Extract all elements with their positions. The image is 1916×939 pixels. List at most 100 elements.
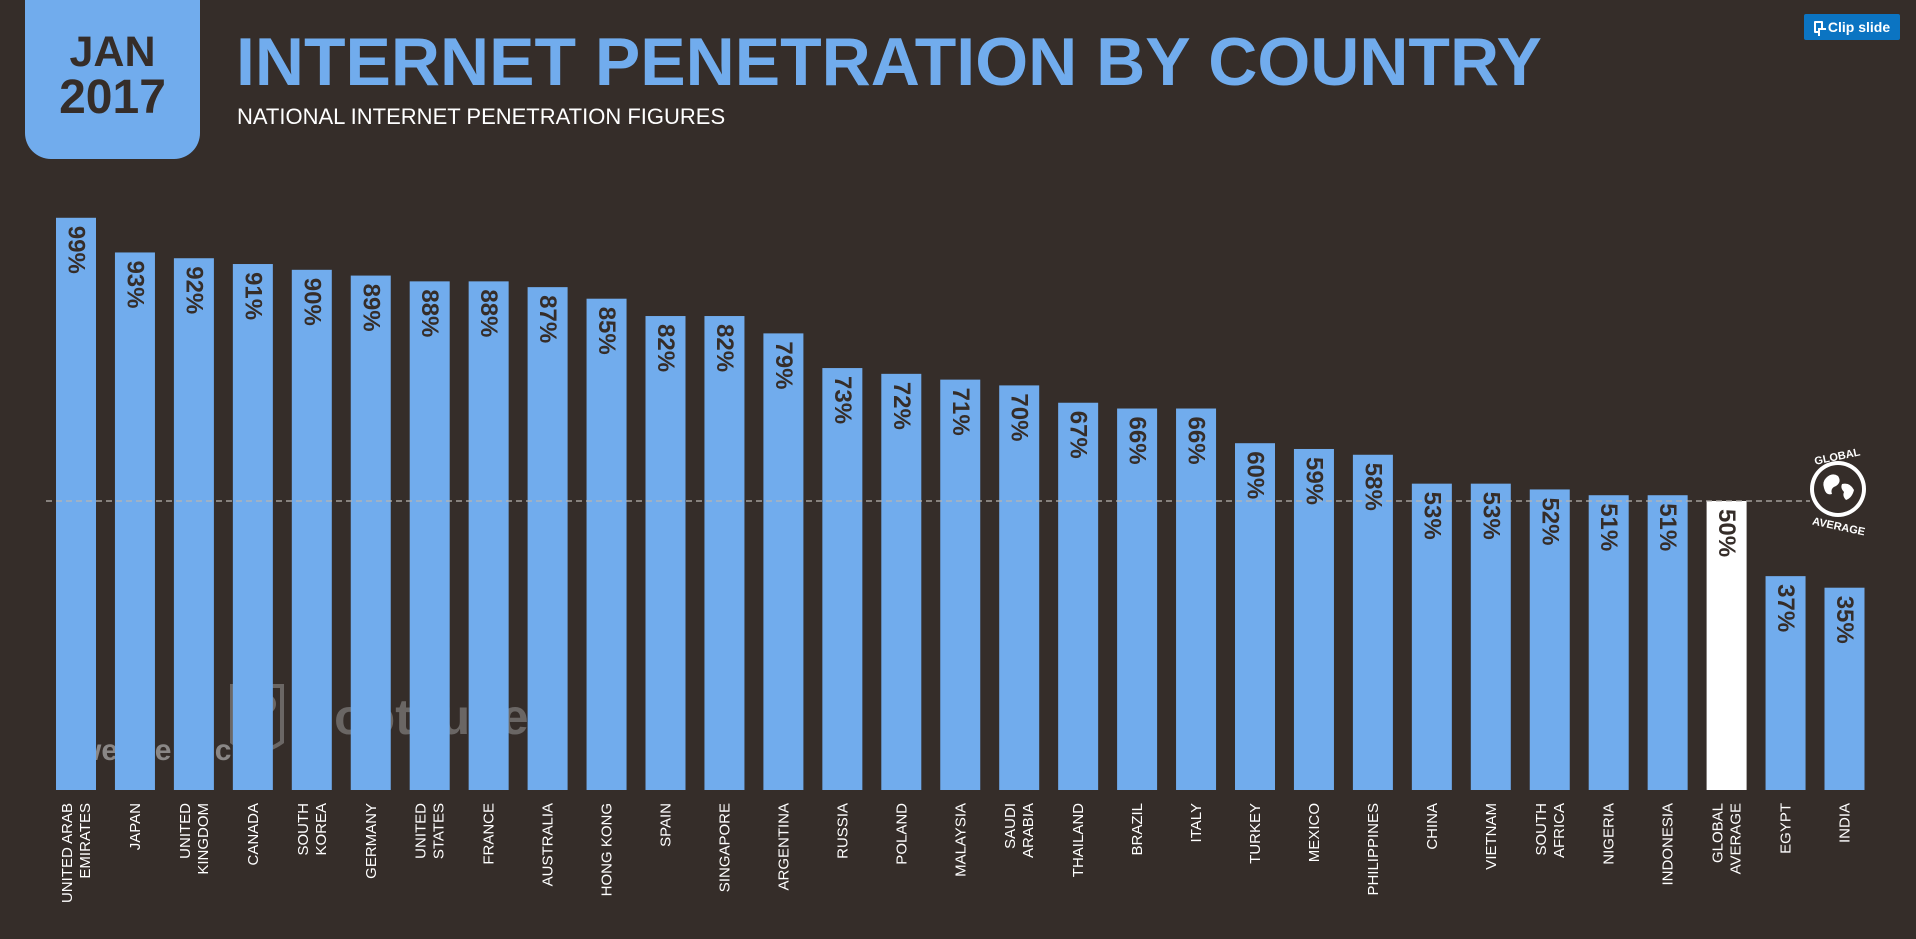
bar-malaysia [940, 379, 981, 790]
category-label-south-africa: SOUTHAFRICA [1533, 803, 1568, 858]
category-label-australia: AUSTRALIA [540, 803, 557, 886]
value-label-argentina: 79% [770, 341, 797, 389]
bar-mexico [1293, 448, 1334, 790]
value-label-india: 35% [1831, 596, 1858, 644]
category-label-canada: CANADA [245, 803, 262, 866]
bar-singapore [704, 316, 745, 790]
bar-russia [822, 368, 863, 790]
bar-brazil [1117, 408, 1158, 790]
value-label-indonesia: 51% [1654, 503, 1681, 551]
category-label-south-korea: SOUTHKOREA [295, 803, 330, 856]
value-label-hong-kong: 85% [593, 307, 620, 355]
bar-vietnam [1470, 483, 1511, 790]
category-label-poland: POLAND [893, 803, 910, 865]
bar-japan [114, 252, 155, 790]
value-label-united-kingdom: 92% [180, 266, 207, 314]
clip-icon [1813, 21, 1826, 36]
bar-global-average [1706, 501, 1747, 790]
category-label-india: INDIA [1837, 803, 1854, 843]
category-label-france: FRANCE [481, 803, 498, 865]
value-label-turkey: 60% [1242, 451, 1269, 499]
bar-philippines [1352, 454, 1393, 790]
value-label-united-states: 88% [416, 289, 443, 337]
value-label-south-africa: 52% [1536, 497, 1563, 545]
category-label-italy: ITALY [1188, 803, 1205, 842]
clip-slide-label: Clip slide [1827, 19, 1891, 35]
category-label-argentina: ARGENTINA [775, 803, 792, 891]
category-label-hong-kong: HONG KONG [599, 803, 616, 896]
bar-china [1411, 483, 1452, 790]
value-label-japan: 93% [121, 260, 148, 308]
value-label-spain: 82% [652, 324, 679, 372]
value-label-global-average: 50% [1713, 509, 1740, 557]
category-label-egypt: EGYPT [1778, 803, 1795, 854]
value-label-vietnam: 53% [1477, 492, 1504, 540]
bar-australia [527, 287, 568, 790]
page-title: INTERNET PENETRATION BY COUNTRY [236, 24, 1542, 100]
bar-united-kingdom [173, 258, 214, 790]
category-label-germany: GERMANY [363, 803, 380, 879]
bar-germany [350, 275, 391, 791]
value-label-italy: 66% [1183, 417, 1210, 465]
value-label-singapore: 82% [711, 324, 738, 372]
category-label-united-arab-emirates: UNITED ARABEMIRATES [59, 803, 94, 903]
category-label-mexico: MEXICO [1306, 803, 1323, 862]
clip-slide-button[interactable]: Clip slide [1804, 14, 1900, 40]
value-label-egypt: 37% [1772, 584, 1799, 632]
bar-canada [232, 264, 273, 790]
value-label-mexico: 59% [1300, 457, 1327, 505]
category-label-thailand: THAILAND [1070, 803, 1087, 877]
category-label-spain: SPAIN [658, 803, 675, 847]
category-label-nigeria: NIGERIA [1601, 803, 1618, 865]
category-label-philippines: PHILIPPINES [1365, 803, 1382, 896]
globe-badge-bottom-text: AVERAGE [1811, 516, 1866, 539]
category-label-russia: RUSSIA [834, 803, 851, 859]
category-label-malaysia: MALAYSIA [952, 803, 969, 877]
value-label-germany: 89% [357, 284, 384, 332]
bar-poland [881, 373, 922, 790]
bar-saudi-arabia [999, 385, 1040, 790]
category-label-united-states: UNITEDSTATES [413, 803, 448, 859]
bar-united-states [409, 281, 450, 790]
value-label-nigeria: 51% [1595, 503, 1622, 551]
value-label-china: 53% [1418, 492, 1445, 540]
value-label-australia: 87% [534, 295, 561, 343]
value-label-south-korea: 90% [298, 278, 325, 326]
value-label-united-arab-emirates: 99% [63, 226, 90, 274]
category-label-turkey: TURKEY [1247, 803, 1264, 864]
category-label-china: CHINA [1424, 803, 1441, 850]
bar-india [1824, 587, 1865, 790]
bar-argentina [763, 333, 804, 790]
category-label-singapore: SINGAPORE [716, 803, 733, 892]
category-label-united-kingdom: UNITEDKINGDOM [177, 803, 212, 875]
category-label-global-average: GLOBALAVERAGE [1710, 803, 1745, 874]
value-label-france: 88% [475, 289, 502, 337]
page-subtitle: NATIONAL INTERNET PENETRATION FIGURES [237, 104, 726, 129]
bar-thailand [1058, 402, 1099, 790]
bar-united-arab-emirates [56, 217, 96, 790]
bar-hong-kong [586, 298, 627, 790]
value-label-philippines: 58% [1359, 463, 1386, 511]
category-label-brazil: BRAZIL [1129, 803, 1146, 856]
value-label-brazil: 66% [1124, 417, 1151, 465]
globe-icon [1823, 474, 1854, 500]
value-label-poland: 72% [888, 382, 915, 430]
badge-year: 2017 [59, 71, 166, 124]
date-badge: JAN 2017 [25, 0, 200, 159]
badge-month: JAN [69, 28, 156, 76]
bar-france [468, 281, 509, 790]
bar-south-africa [1529, 489, 1570, 790]
category-label-saudi-arabia: SAUDIARABIA [1002, 803, 1037, 858]
category-label-vietnam: VIETNAM [1483, 803, 1500, 870]
bar-egypt [1765, 576, 1806, 790]
bar-italy [1176, 408, 1217, 790]
bar-indonesia [1647, 495, 1688, 790]
value-label-russia: 73% [829, 376, 856, 424]
category-label-japan: JAPAN [127, 803, 144, 850]
bar-spain [645, 316, 686, 790]
bar-south-korea [291, 269, 332, 790]
value-label-malaysia: 71% [947, 388, 974, 436]
value-label-canada: 91% [239, 272, 266, 320]
bar-nigeria [1588, 495, 1629, 790]
